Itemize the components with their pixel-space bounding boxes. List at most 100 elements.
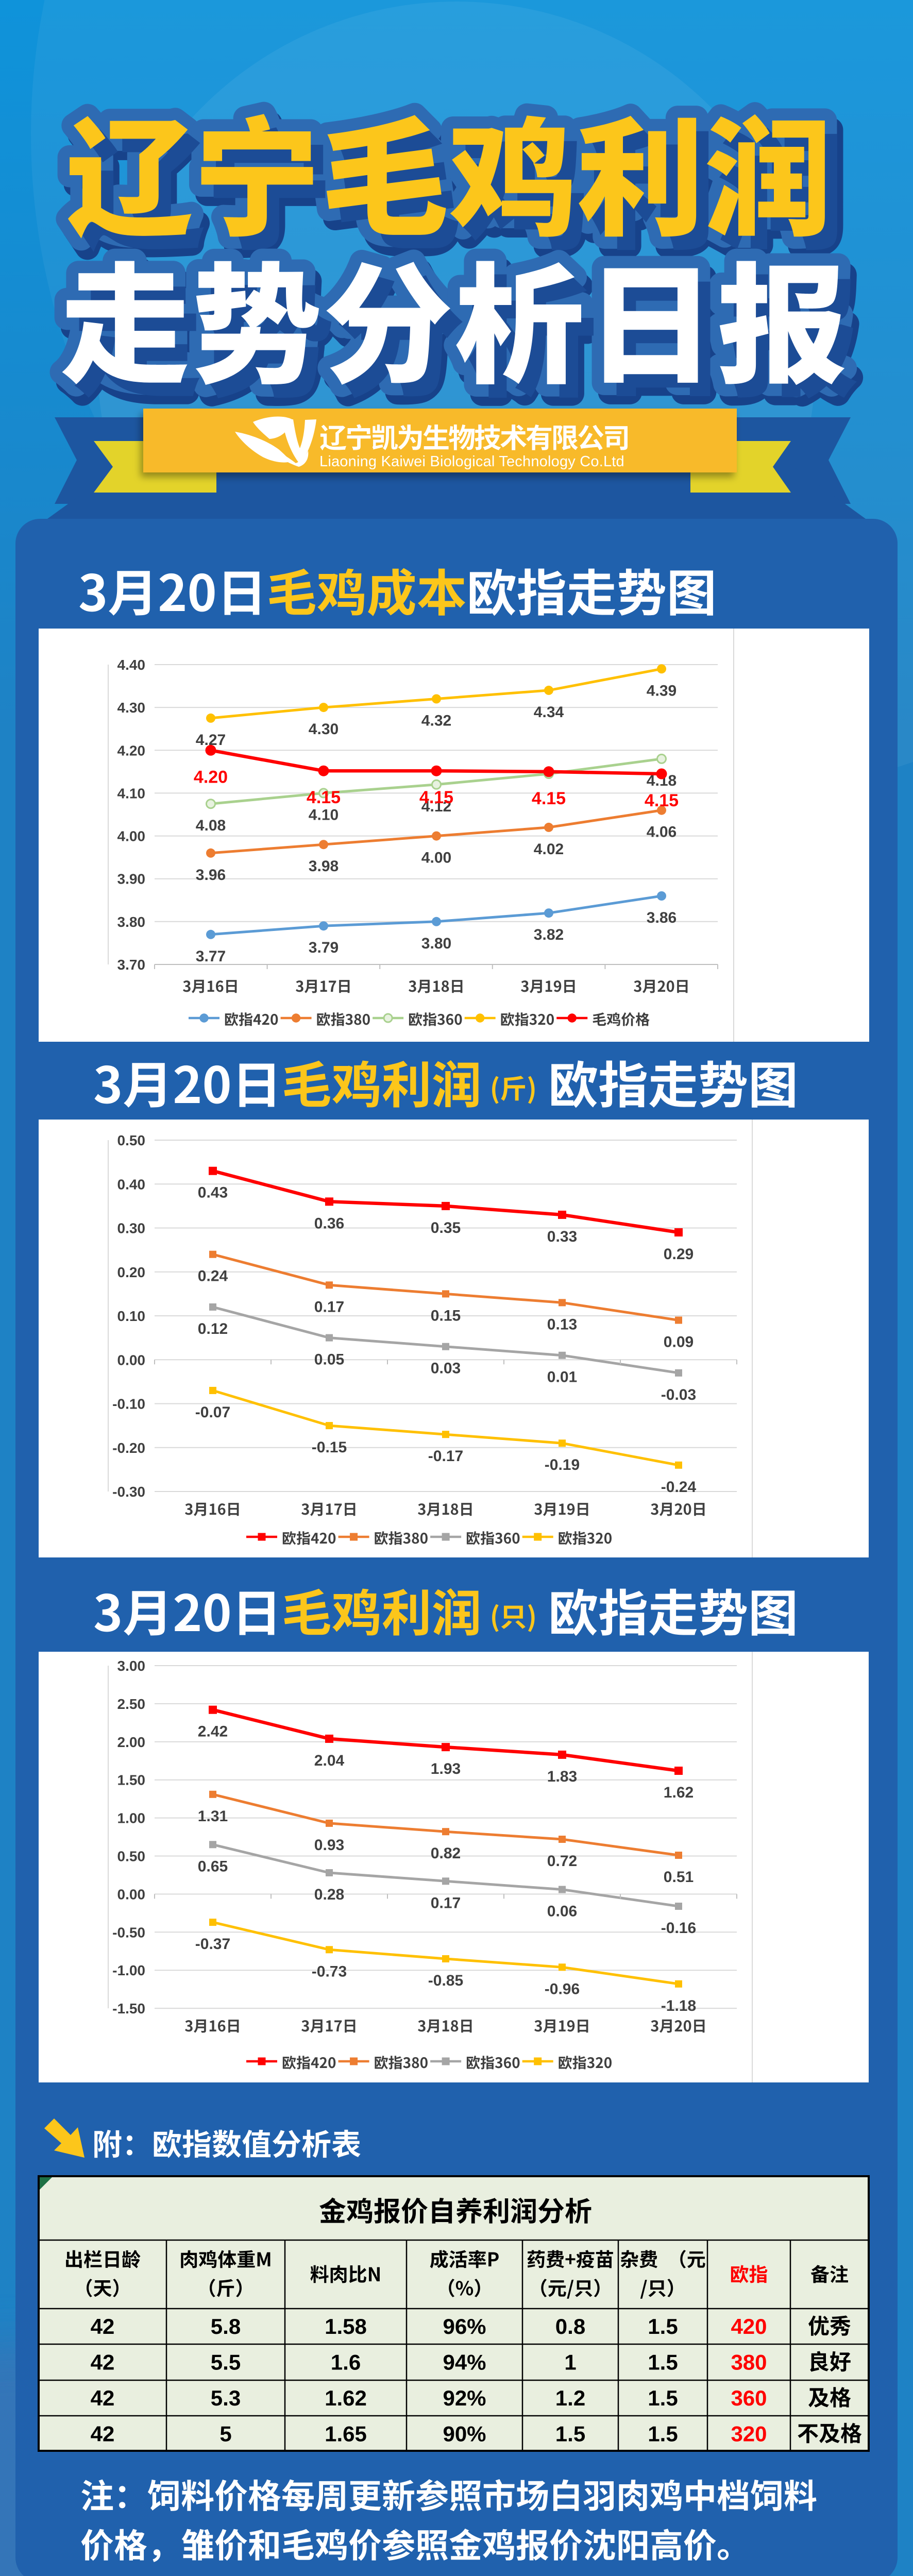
svg-text:-0.73: -0.73 [312,1963,347,1980]
svg-text:-1.18: -1.18 [661,1997,696,2014]
svg-text:4.08: 4.08 [196,817,226,834]
svg-text:0.01: 0.01 [547,1369,577,1386]
svg-text:1.65: 1.65 [325,2422,367,2446]
svg-text:3.82: 3.82 [534,926,564,943]
svg-text:2.04: 2.04 [314,1752,345,1769]
svg-text:1.5: 1.5 [648,2350,678,2375]
svg-text:3.80: 3.80 [117,914,146,930]
svg-text:0.00: 0.00 [117,1352,146,1368]
svg-text:360: 360 [731,2386,767,2410]
svg-text:1.93: 1.93 [431,1760,461,1777]
svg-text:-0.20: -0.20 [112,1440,145,1456]
svg-text:0.72: 0.72 [547,1853,577,1870]
svg-text:4.20: 4.20 [194,767,228,787]
svg-text:4.10: 4.10 [309,806,339,823]
svg-text:3.90: 3.90 [117,871,146,887]
svg-text:4.32: 4.32 [421,713,451,730]
svg-text:42: 42 [91,2422,115,2446]
svg-text:0.03: 0.03 [431,1360,461,1377]
svg-text:1.2: 1.2 [555,2386,585,2410]
svg-text:4.06: 4.06 [647,824,677,841]
svg-text:1.5: 1.5 [648,2314,678,2338]
svg-text:420: 420 [731,2314,767,2338]
svg-text:5.3: 5.3 [211,2386,241,2410]
svg-text:4.15: 4.15 [532,789,566,808]
svg-text:1.58: 1.58 [325,2314,367,2338]
svg-text:2.50: 2.50 [117,1696,146,1712]
svg-text:-1.00: -1.00 [112,1962,145,1978]
svg-text:0.12: 0.12 [198,1320,228,1337]
svg-text:4.40: 4.40 [117,657,146,673]
svg-text:3.77: 3.77 [196,948,226,965]
svg-text:1.50: 1.50 [117,1772,146,1788]
svg-text:2.00: 2.00 [117,1734,146,1750]
svg-text:1: 1 [564,2350,576,2375]
svg-text:1.62: 1.62 [664,1784,694,1801]
svg-text:0.24: 0.24 [198,1268,228,1285]
svg-text:3.86: 3.86 [647,909,677,926]
svg-text:4.10: 4.10 [117,785,146,801]
svg-text:4.34: 4.34 [534,704,564,721]
svg-text:1.5: 1.5 [648,2386,678,2410]
svg-text:0.8: 0.8 [555,2314,585,2338]
svg-text:0.50: 0.50 [117,1132,146,1148]
svg-text:0.40: 0.40 [117,1176,146,1192]
svg-text:0.51: 0.51 [664,1869,694,1886]
svg-text:4.15: 4.15 [645,791,679,810]
svg-text:0.05: 0.05 [314,1351,344,1368]
svg-text:4.12: 4.12 [421,798,451,815]
svg-text:-0.16: -0.16 [661,1920,696,1937]
svg-text:0.36: 0.36 [314,1215,344,1232]
svg-text:3.79: 3.79 [309,939,339,956]
svg-text:-0.50: -0.50 [112,1924,145,1940]
svg-text:0.35: 0.35 [431,1219,461,1236]
svg-text:-0.24: -0.24 [661,1479,697,1496]
svg-text:-1.50: -1.50 [112,2001,145,2016]
svg-text:96%: 96% [443,2314,486,2338]
svg-text:0.00: 0.00 [117,1886,146,1902]
svg-text:-0.96: -0.96 [545,1980,580,1997]
svg-text:1.00: 1.00 [117,1810,146,1826]
svg-text:0.06: 0.06 [547,1903,577,1920]
svg-text:0.17: 0.17 [431,1894,461,1911]
svg-text:1.31: 1.31 [198,1808,228,1825]
svg-text:5.5: 5.5 [211,2350,241,2375]
svg-text:0.09: 0.09 [664,1334,694,1351]
svg-text:5.8: 5.8 [211,2314,241,2338]
svg-text:3.98: 3.98 [309,858,339,875]
svg-text:-0.07: -0.07 [195,1404,230,1421]
svg-text:4.30: 4.30 [309,721,339,738]
svg-text:380: 380 [731,2350,767,2375]
svg-text:0.29: 0.29 [664,1246,694,1263]
svg-text:1.5: 1.5 [648,2422,678,2446]
svg-text:0.13: 0.13 [547,1316,577,1333]
svg-text:1.83: 1.83 [547,1768,577,1785]
svg-text:94%: 94% [443,2350,486,2375]
svg-text:4.15: 4.15 [307,788,341,807]
svg-text:0.93: 0.93 [314,1837,344,1854]
svg-text:0.33: 0.33 [547,1228,577,1245]
svg-text:-0.03: -0.03 [661,1386,696,1403]
svg-text:4.15: 4.15 [419,788,453,807]
svg-text:1.5: 1.5 [555,2422,585,2446]
svg-text:-0.30: -0.30 [112,1484,145,1500]
svg-text:4.02: 4.02 [534,841,564,858]
svg-text:42: 42 [91,2314,115,2338]
svg-text:-0.37: -0.37 [195,1936,230,1953]
svg-text:42: 42 [91,2350,115,2375]
svg-text:3.70: 3.70 [117,957,146,973]
svg-text:0.65: 0.65 [198,1858,228,1875]
svg-text:0.50: 0.50 [117,1849,146,1865]
svg-text:-0.10: -0.10 [112,1396,145,1412]
svg-text:-0.15: -0.15 [312,1439,347,1456]
svg-text:4.30: 4.30 [117,700,146,716]
svg-text:3.96: 3.96 [196,867,226,884]
svg-text:0.30: 0.30 [117,1221,146,1236]
svg-text:4.39: 4.39 [647,682,677,699]
svg-text:5: 5 [219,2422,231,2446]
svg-text:3.80: 3.80 [421,935,451,952]
svg-text:0.28: 0.28 [314,1886,344,1903]
svg-text:0.20: 0.20 [117,1264,146,1280]
svg-text:90%: 90% [443,2422,486,2446]
svg-text:0.15: 0.15 [431,1307,461,1324]
